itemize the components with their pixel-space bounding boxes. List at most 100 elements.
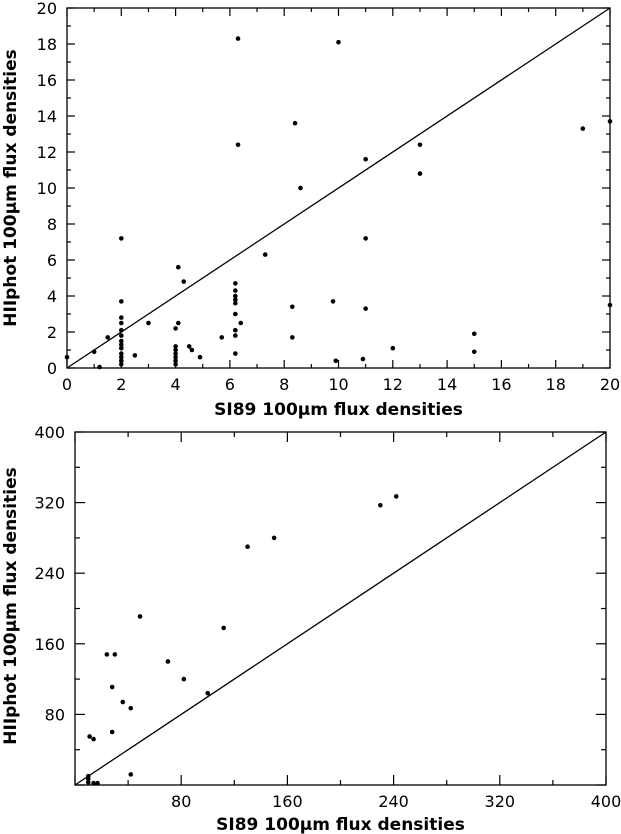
data-point [119, 345, 124, 351]
x-axis-label: SI89 100μm flux densities [214, 400, 463, 420]
data-point [235, 36, 241, 41]
x-tick-label: 20 [600, 375, 620, 394]
data-point [173, 347, 178, 353]
x-tick-label: 6 [225, 375, 235, 394]
y-tick-label: 240 [34, 564, 65, 583]
y-axis-label: HIIphot 100μm flux densities [1, 49, 21, 326]
x-tick-label: 320 [485, 792, 516, 811]
data-point [176, 320, 181, 326]
data-point [119, 362, 124, 367]
data-point [119, 354, 124, 360]
y-tick-label: 4 [47, 287, 57, 306]
data-point [119, 315, 124, 320]
data-point [233, 281, 238, 286]
data-point [417, 171, 423, 176]
data-point [87, 734, 92, 739]
x-tick-label: 0 [62, 375, 72, 394]
y-tick-label: 8 [47, 215, 57, 234]
x-tick-label: 18 [546, 375, 566, 394]
data-point [363, 236, 368, 241]
data-point [330, 299, 336, 304]
x-tick-label: 14 [437, 375, 457, 394]
y-tick-label: 400 [34, 423, 65, 442]
data-point [119, 333, 124, 338]
data-point [173, 326, 178, 331]
data-point [580, 126, 586, 131]
data-point [417, 142, 423, 148]
data-point [233, 351, 238, 356]
x-tick-label: 2 [116, 375, 126, 394]
data-point [233, 327, 238, 333]
data-point [119, 338, 124, 344]
y-tick-label: 320 [34, 494, 65, 513]
y-tick-label: 160 [34, 635, 65, 654]
data-point [173, 344, 178, 349]
data-point [233, 288, 238, 293]
identity-line [66, 7, 611, 369]
x-tick-label: 240 [378, 792, 409, 811]
data-point [238, 320, 244, 326]
data-point [85, 773, 91, 779]
data-point [128, 705, 134, 711]
data-point [120, 699, 126, 705]
data-point [393, 494, 399, 499]
x-tick-label: 10 [328, 375, 348, 394]
data-point [119, 351, 124, 356]
data-point [363, 306, 368, 311]
x-tick-label: 12 [383, 375, 403, 394]
data-point [233, 300, 238, 306]
data-point [91, 780, 96, 786]
data-point [146, 320, 151, 326]
data-point [271, 535, 277, 541]
x-tick-label: 400 [591, 792, 621, 811]
data-point [363, 156, 368, 162]
data-point [471, 349, 477, 355]
x-tick-label: 16 [491, 375, 511, 394]
data-point [298, 185, 303, 191]
data-point [137, 614, 143, 619]
data-point [390, 345, 396, 351]
y-tick-label: 20 [37, 0, 57, 18]
y-axis-label: HIIphot 100μm flux densities [1, 467, 21, 744]
y-tick-label: 6 [47, 251, 57, 270]
data-point [290, 304, 295, 310]
y-tick-label: 0 [47, 359, 57, 378]
data-point [336, 39, 341, 45]
data-point [119, 320, 124, 326]
y-tick-label: 14 [37, 107, 57, 126]
data-point [176, 264, 181, 270]
data-point [197, 354, 203, 360]
x-tick-label: 80 [171, 792, 191, 811]
data-point [189, 347, 195, 353]
data-point [233, 311, 238, 317]
data-point [471, 331, 477, 337]
data-point [112, 652, 118, 657]
x-axis-label: SI89 100μm flux densities [216, 815, 465, 834]
x-tick-label: 160 [272, 792, 303, 811]
data-point [165, 659, 171, 664]
data-point [119, 236, 124, 241]
data-point [64, 354, 70, 360]
data-point [290, 335, 295, 340]
data-point [119, 299, 124, 304]
x-tick-label: 8 [279, 375, 289, 394]
bottom-scatter-panel: 80 160 240 320 400 80 160 240 320 400 SI89 100μm f… [1, 423, 621, 834]
y-tick-label: 16 [37, 71, 57, 90]
data-point [105, 335, 111, 340]
data-point [97, 364, 102, 370]
y-tick-label: 80 [45, 705, 65, 724]
data-point [181, 279, 187, 284]
data-point [233, 293, 238, 299]
identity-line [74, 431, 607, 786]
data-point [181, 676, 187, 682]
data-point [95, 780, 100, 786]
data-point [85, 780, 91, 785]
data-point [119, 327, 124, 333]
data-point [119, 342, 124, 347]
data-point [173, 358, 178, 364]
data-point [173, 354, 178, 360]
x-tick-label: 4 [171, 375, 181, 394]
data-point [221, 625, 226, 631]
data-point [219, 335, 225, 340]
y-tick-label: 10 [37, 179, 57, 198]
